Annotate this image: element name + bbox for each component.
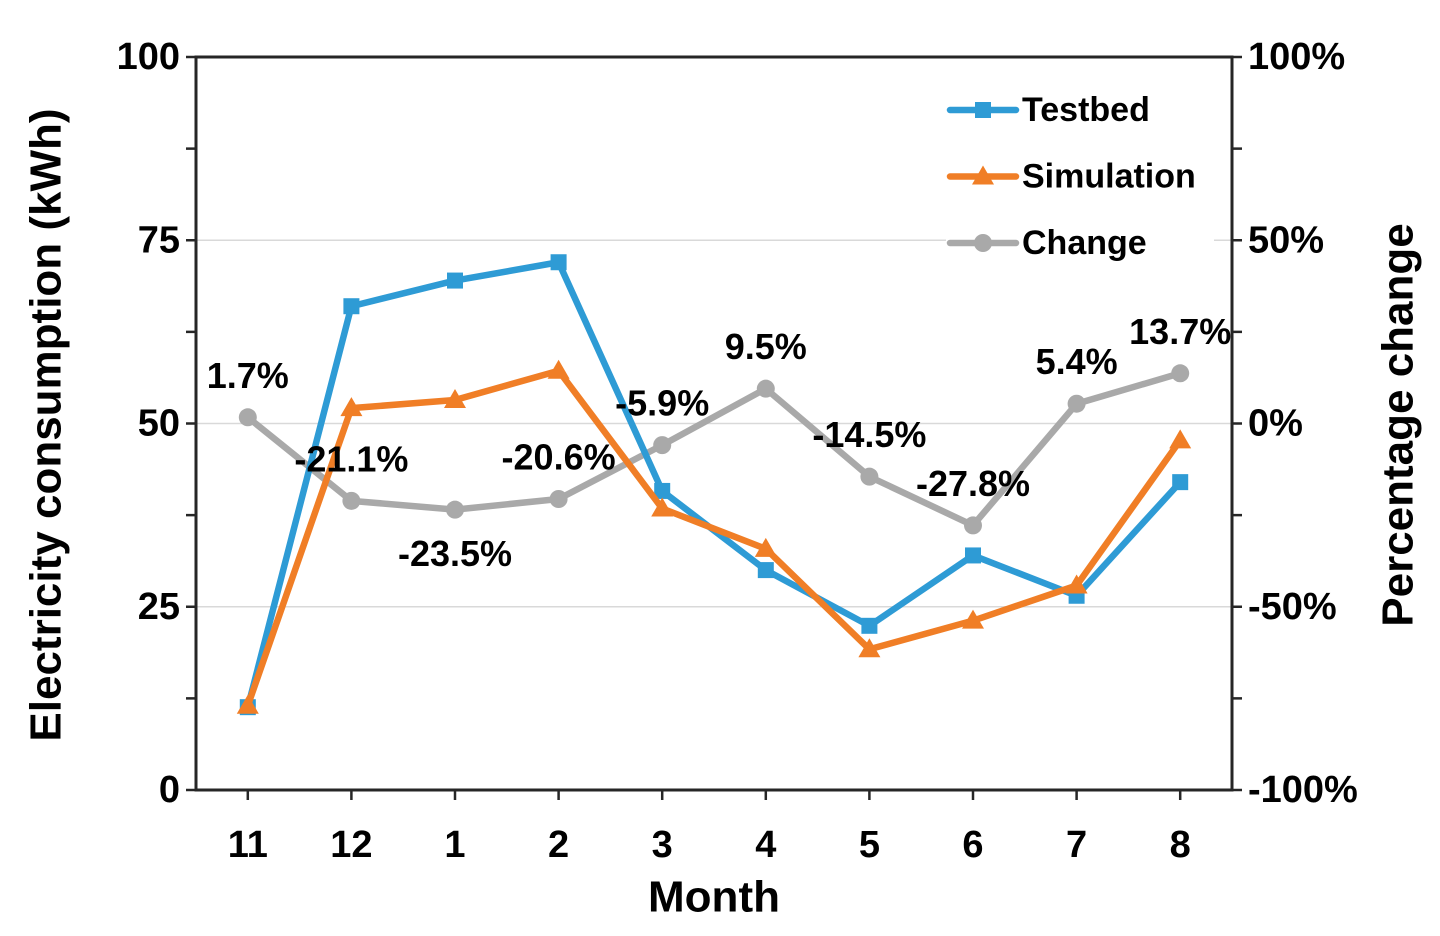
series-marker-simulation xyxy=(444,389,466,409)
x-axis-tick-label: 12 xyxy=(330,824,372,866)
right-axis-tick-label: 50% xyxy=(1248,219,1324,261)
change-data-label: 5.4% xyxy=(1036,341,1118,382)
legend-swatch-marker xyxy=(974,234,992,252)
change-data-label: -14.5% xyxy=(812,414,926,455)
left-axis-tick-label: 50 xyxy=(138,403,180,445)
right-axis-tick-label: 100% xyxy=(1248,36,1345,78)
legend-item-label: Simulation xyxy=(1022,158,1196,196)
right-axis-tick-label: -50% xyxy=(1248,586,1337,628)
series-marker-change xyxy=(549,489,568,508)
series-marker-simulation xyxy=(1169,429,1192,449)
x-axis-tick-label: 7 xyxy=(1066,824,1087,866)
series-line-simulation xyxy=(244,367,1184,709)
series-marker-change xyxy=(860,467,879,486)
change-data-label: 13.7% xyxy=(1129,311,1231,352)
series-line-change xyxy=(244,370,1184,529)
x-axis-tick-label: 2 xyxy=(548,824,569,866)
left-axis-title: Electricity consumption (kWh) xyxy=(22,108,71,741)
series-marker-change xyxy=(446,500,464,519)
series-marker-testbed xyxy=(965,547,981,564)
right-axis-tick-label: -100% xyxy=(1248,769,1358,811)
change-data-label: 1.7% xyxy=(207,355,289,396)
series-marker-testbed xyxy=(447,272,463,289)
series-marker-change xyxy=(653,436,672,455)
series-marker-change xyxy=(238,408,257,427)
change-data-label: -27.8% xyxy=(916,463,1030,504)
series-marker-simulation xyxy=(1065,574,1088,594)
legend-item-testbed: Testbed xyxy=(946,89,1214,131)
series-marker-change xyxy=(1171,364,1190,383)
x-axis-tick-label: 3 xyxy=(652,824,673,866)
legend-swatch-marker xyxy=(972,165,994,185)
x-axis-tick-label: 5 xyxy=(859,824,880,866)
series-marker-change xyxy=(342,491,361,510)
series-marker-simulation xyxy=(340,397,363,417)
series-marker-simulation xyxy=(547,359,570,379)
change-data-label: -5.9% xyxy=(615,383,709,424)
series-marker-simulation xyxy=(651,497,674,517)
x-axis-title: Month xyxy=(648,873,780,922)
series-marker-testbed xyxy=(757,562,774,579)
left-axis-tick-label: 100 xyxy=(117,36,180,78)
legend-item-label: Testbed xyxy=(1022,91,1150,129)
legend: Testbed Simulation Change xyxy=(946,89,1214,264)
series-marker-testbed xyxy=(550,254,567,271)
legend-swatch-marker xyxy=(975,102,991,118)
data-labels-layer: 1.7% -21.1% -23.5% -20.6% -5.9% 9.5% -14.5% -27… xyxy=(207,311,1231,574)
series-marker-testbed xyxy=(1172,474,1189,491)
x-axis-tick-label: 6 xyxy=(962,824,983,866)
series-marker-testbed xyxy=(654,482,671,499)
x-axis-tick-label: 4 xyxy=(755,824,776,866)
x-axis-tick-label: 8 xyxy=(1170,824,1191,866)
left-axis-tick-label: 0 xyxy=(159,769,180,811)
legend-item-change: Change xyxy=(946,222,1214,264)
left-axis-tick-label: 25 xyxy=(138,586,180,628)
right-axis-title: Percentage change xyxy=(1374,223,1423,627)
right-axis-tick-label: 0% xyxy=(1248,403,1303,445)
series-marker-simulation xyxy=(858,638,881,658)
series-marker-change xyxy=(1067,394,1086,413)
change-data-label: 9.5% xyxy=(725,326,807,367)
change-data-label: -23.5% xyxy=(398,533,512,574)
legend-item-label: Change xyxy=(1022,224,1147,262)
series-marker-change xyxy=(756,379,775,398)
x-axis-tick-label: 1 xyxy=(444,824,465,866)
series-marker-simulation xyxy=(754,537,777,557)
series-marker-testbed xyxy=(343,298,360,315)
series-marker-simulation xyxy=(236,694,259,714)
change-data-label: -20.6% xyxy=(502,436,616,477)
legend-item-simulation: Simulation xyxy=(946,155,1214,198)
series-marker-testbed xyxy=(861,617,878,634)
change-data-label: -21.1% xyxy=(294,438,408,479)
series-layer xyxy=(236,254,1192,716)
gridlines-layer xyxy=(196,239,1232,608)
series-line-testbed xyxy=(244,258,1184,711)
left-axis-tick-label: 75 xyxy=(138,219,180,261)
series-marker-change xyxy=(964,516,982,535)
x-axis-tick-label: 11 xyxy=(228,824,268,866)
series-marker-simulation xyxy=(962,609,984,629)
